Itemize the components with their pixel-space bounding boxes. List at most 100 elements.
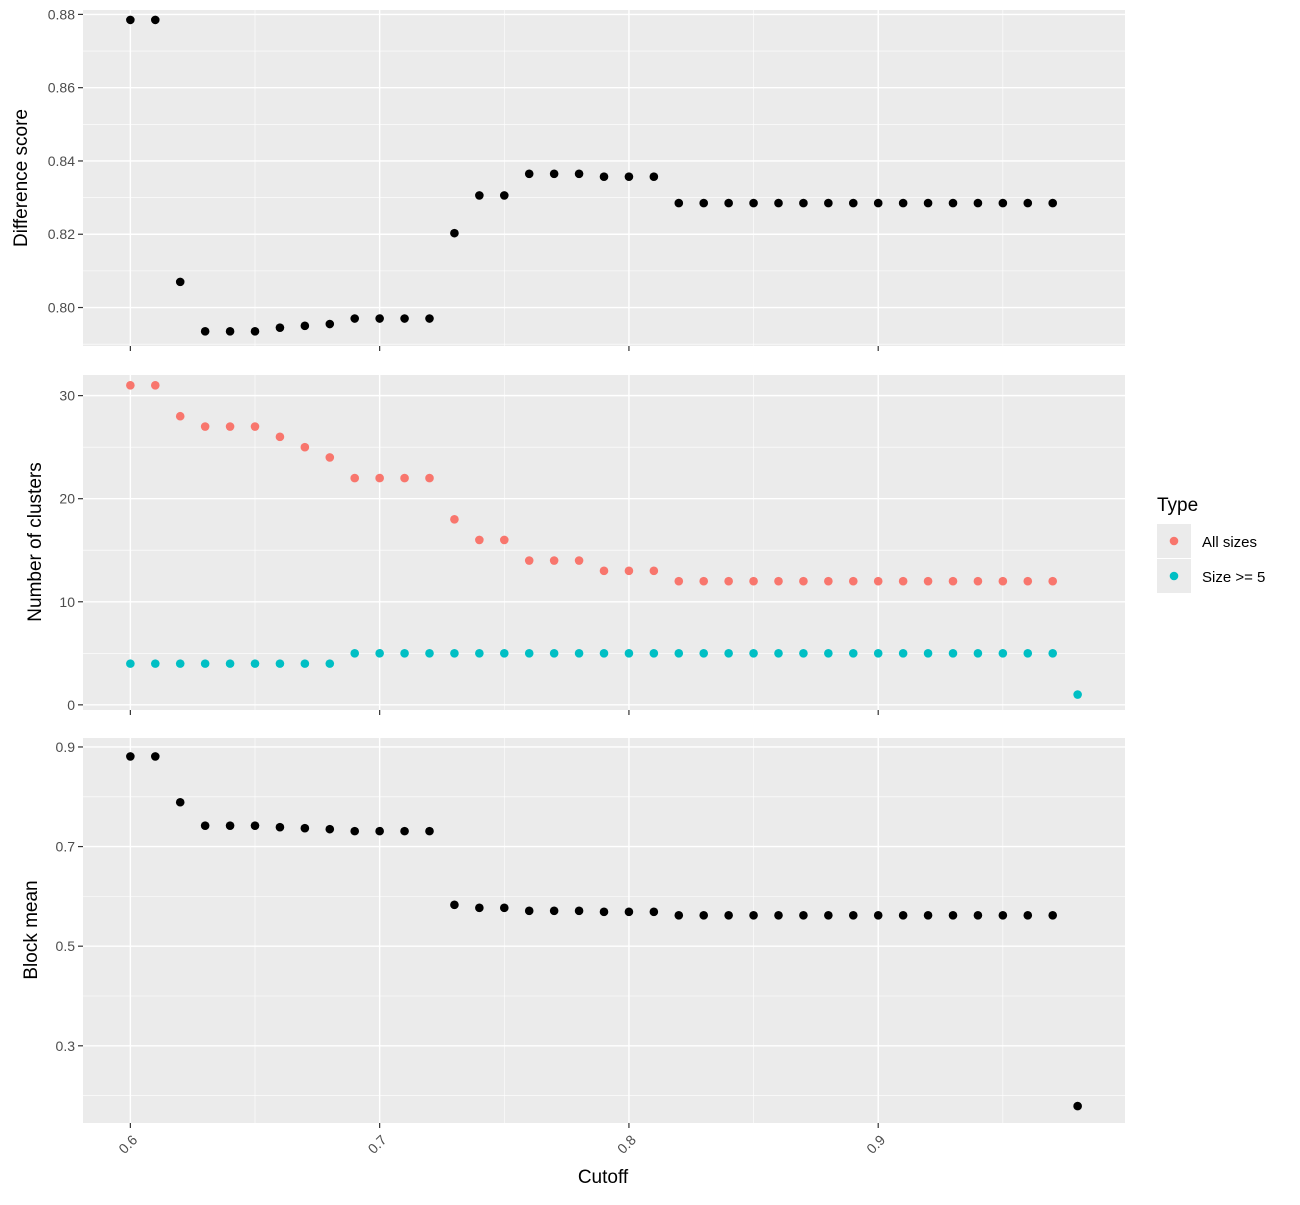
data-point-number-of-clusters [425, 649, 434, 658]
data-point-difference-score [624, 172, 634, 182]
data-point-difference-score [923, 198, 933, 208]
data-point-number-of-clusters [1048, 576, 1058, 586]
data-point-number-of-clusters [848, 576, 858, 586]
block-mean-panel: 0.30.50.70.90.6 0.7 0.8 0.9 [56, 738, 1125, 1157]
data-point-number-of-clusters [873, 649, 883, 658]
data-point-block-mean [824, 911, 833, 920]
number-of-clusters-panel: 0 10 20 30 [59, 375, 1125, 715]
data-point-number-of-clusters [200, 422, 210, 431]
data-point-difference-score [799, 198, 808, 208]
y-tick-label: 0.5 [56, 938, 76, 954]
data-point-number-of-clusters [973, 649, 983, 658]
data-point-number-of-clusters [150, 659, 160, 668]
data-point-block-mean [375, 826, 384, 836]
data-point-number-of-clusters [375, 473, 384, 483]
data-point-difference-score [599, 172, 609, 182]
data-point-block-mean [848, 911, 858, 920]
data-point-difference-score [699, 198, 709, 208]
data-point-difference-score [375, 314, 384, 323]
data-point-difference-score [1048, 198, 1058, 208]
data-point-number-of-clusters [325, 659, 335, 668]
y-axis-title-block-mean: Block mean [21, 880, 42, 979]
data-point-number-of-clusters [948, 649, 958, 658]
data-point-difference-score [848, 198, 858, 208]
data-point-number-of-clusters [948, 576, 958, 586]
data-point-number-of-clusters [1023, 576, 1033, 586]
data-point-block-mean [275, 822, 285, 832]
data-point-difference-score [649, 172, 659, 182]
data-point-difference-score [450, 228, 459, 238]
data-point-block-mean [425, 826, 434, 836]
data-point-number-of-clusters [475, 535, 484, 545]
data-point-block-mean [649, 907, 659, 917]
data-point-number-of-clusters [923, 649, 933, 658]
data-point-number-of-clusters [873, 576, 883, 586]
data-point-number-of-clusters [350, 649, 360, 658]
data-point-block-mean [774, 911, 783, 920]
data-point-number-of-clusters [126, 659, 135, 668]
panel-background [83, 375, 1125, 710]
y-tick-label: 10 [59, 594, 75, 610]
data-point-difference-score [400, 314, 409, 323]
data-point-difference-score [549, 169, 559, 179]
data-point-block-mean [1073, 1101, 1082, 1111]
data-point-block-mean [1023, 911, 1033, 920]
data-point-block-mean [475, 903, 484, 913]
data-point-difference-score [150, 15, 160, 25]
data-point-difference-score [574, 169, 584, 179]
data-point-number-of-clusters [1048, 649, 1058, 658]
data-point-block-mean [599, 907, 609, 917]
y-tick-label: 0 [67, 697, 75, 713]
y-axis-title-difference-score: Difference score [11, 109, 32, 247]
data-point-block-mean [923, 911, 933, 920]
data-point-block-mean [175, 797, 185, 807]
data-point-block-mean [724, 911, 733, 920]
data-point-number-of-clusters [774, 649, 783, 658]
data-point-block-mean [699, 911, 709, 920]
data-point-block-mean [674, 911, 684, 920]
data-point-number-of-clusters [250, 422, 260, 431]
y-tick-label: 0.82 [48, 226, 75, 242]
data-point-difference-score [425, 314, 434, 323]
data-point-number-of-clusters [699, 576, 709, 586]
data-point-number-of-clusters [150, 381, 160, 390]
data-point-number-of-clusters [923, 576, 933, 586]
data-point-number-of-clusters [250, 659, 260, 668]
data-point-difference-score [250, 327, 260, 336]
data-point-block-mean [574, 906, 584, 916]
data-point-number-of-clusters [450, 649, 459, 658]
data-point-number-of-clusters [1073, 690, 1082, 699]
y-tick-label: 0.88 [48, 6, 75, 22]
y-tick-label: 30 [59, 388, 75, 404]
data-point-number-of-clusters [225, 659, 235, 668]
data-point-number-of-clusters [624, 649, 634, 658]
data-point-difference-score [774, 198, 783, 208]
data-point-block-mean [250, 821, 260, 830]
data-point-block-mean [150, 752, 160, 761]
data-point-number-of-clusters [824, 576, 833, 586]
data-point-number-of-clusters [400, 649, 409, 658]
data-point-block-mean [400, 826, 409, 836]
data-point-difference-score [475, 191, 484, 200]
y-tick-label: 0.84 [48, 153, 75, 169]
data-point-difference-score [873, 198, 883, 208]
y-tick-label: 0.86 [48, 80, 75, 96]
legend-marker-size-ge-5 [1169, 571, 1179, 581]
data-point-number-of-clusters [549, 556, 559, 565]
data-point-number-of-clusters [674, 649, 684, 658]
data-point-number-of-clusters [724, 576, 733, 586]
y-tick-label: 0.80 [48, 300, 75, 316]
data-point-block-mean [749, 911, 758, 920]
data-point-number-of-clusters [674, 576, 684, 586]
data-point-number-of-clusters [300, 659, 310, 668]
data-point-difference-score [674, 198, 684, 208]
data-point-number-of-clusters [200, 659, 210, 668]
data-point-block-mean [126, 752, 135, 761]
data-point-number-of-clusters [1023, 649, 1033, 658]
data-point-number-of-clusters [998, 576, 1008, 586]
data-point-difference-score [824, 198, 833, 208]
data-point-block-mean [225, 821, 235, 830]
data-point-number-of-clusters [524, 649, 534, 658]
data-point-difference-score [524, 169, 534, 179]
